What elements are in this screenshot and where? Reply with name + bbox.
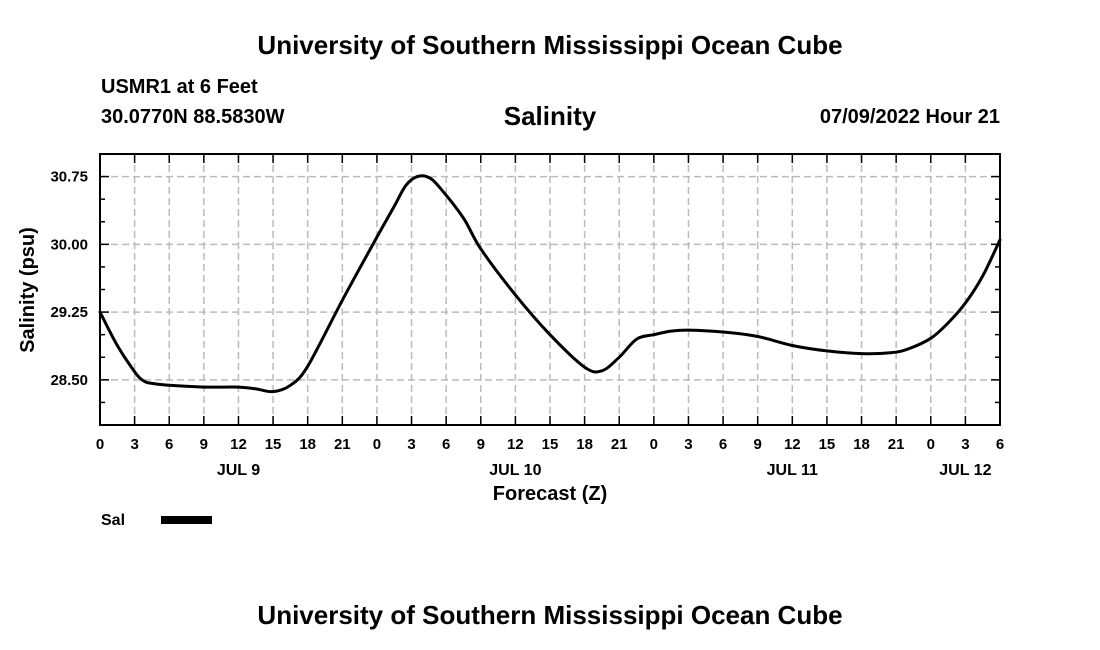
y-tick-label: 30.00 [50,236,88,253]
day-label: JUL 12 [939,462,991,479]
x-tick-label: 6 [719,436,727,453]
x-tick-label: 21 [334,436,351,453]
station-label: USMR1 at 6 Feet [101,76,258,98]
x-tick-label: 12 [230,436,247,453]
x-tick-label: 9 [754,436,762,453]
x-tick-labels: 0 3 6 9 12 15 18 21 0 3 6 9 12 15 18 21 0 3 6 9 12 15 18 21 0 3 6 [96,436,1004,453]
coordinates-label: 30.0770N 88.5830W [101,106,285,128]
y-tick-label: 29.25 [50,304,88,321]
y-tick-label: 28.50 [50,372,88,389]
forecast-date-label: 07/09/2022 Hour 21 [819,106,1000,128]
salinity-series-line [98,174,1002,394]
x-tick-label: 0 [96,436,104,453]
x-tick-label: 18 [853,436,870,453]
day-label: JUL 10 [489,462,541,479]
legend-label: Sal [101,512,125,529]
day-label: JUL 9 [217,462,260,479]
day-label: JUL 11 [767,462,818,479]
x-axis-label: Forecast (Z) [493,483,607,505]
x-tick-label: 15 [265,436,282,453]
x-tick-label: 18 [576,436,593,453]
x-tick-label: 3 [130,436,138,453]
y-tick-labels: 28.50 29.25 30.00 30.75 [50,169,88,389]
x-tick-label: 12 [507,436,524,453]
x-tick-label: 6 [165,436,173,453]
x-tick-label: 0 [927,436,935,453]
x-tick-label: 21 [611,436,628,453]
x-tick-label: 6 [442,436,450,453]
x-tick-label: 6 [996,436,1004,453]
x-tick-label: 3 [407,436,415,453]
x-tick-label: 9 [200,436,208,453]
plot-frame [99,153,1001,426]
x-tick-label: 15 [542,436,559,453]
chart-title: Salinity [503,101,597,131]
x-tick-label: 15 [819,436,836,453]
y-tick-label: 30.75 [50,169,88,186]
x-tick-label: 0 [373,436,381,453]
day-labels: JUL 9 JUL 10 JUL 11 JUL 12 [217,462,992,479]
x-tick-label: 3 [961,436,969,453]
x-tick-label: 9 [477,436,485,453]
x-tick-label: 18 [299,436,316,453]
x-tick-label: 12 [784,436,801,453]
x-tick-label: 0 [650,436,658,453]
page-title: University of Southern Mississippi Ocean… [257,30,843,60]
grid-lines [100,154,1000,425]
x-tick-label: 21 [888,436,905,453]
y-axis-label: Salinity (psu) [17,227,39,353]
footer-title: University of Southern Mississippi Ocean… [257,600,843,630]
x-tick-label: 3 [684,436,692,453]
legend-swatch [161,516,212,524]
